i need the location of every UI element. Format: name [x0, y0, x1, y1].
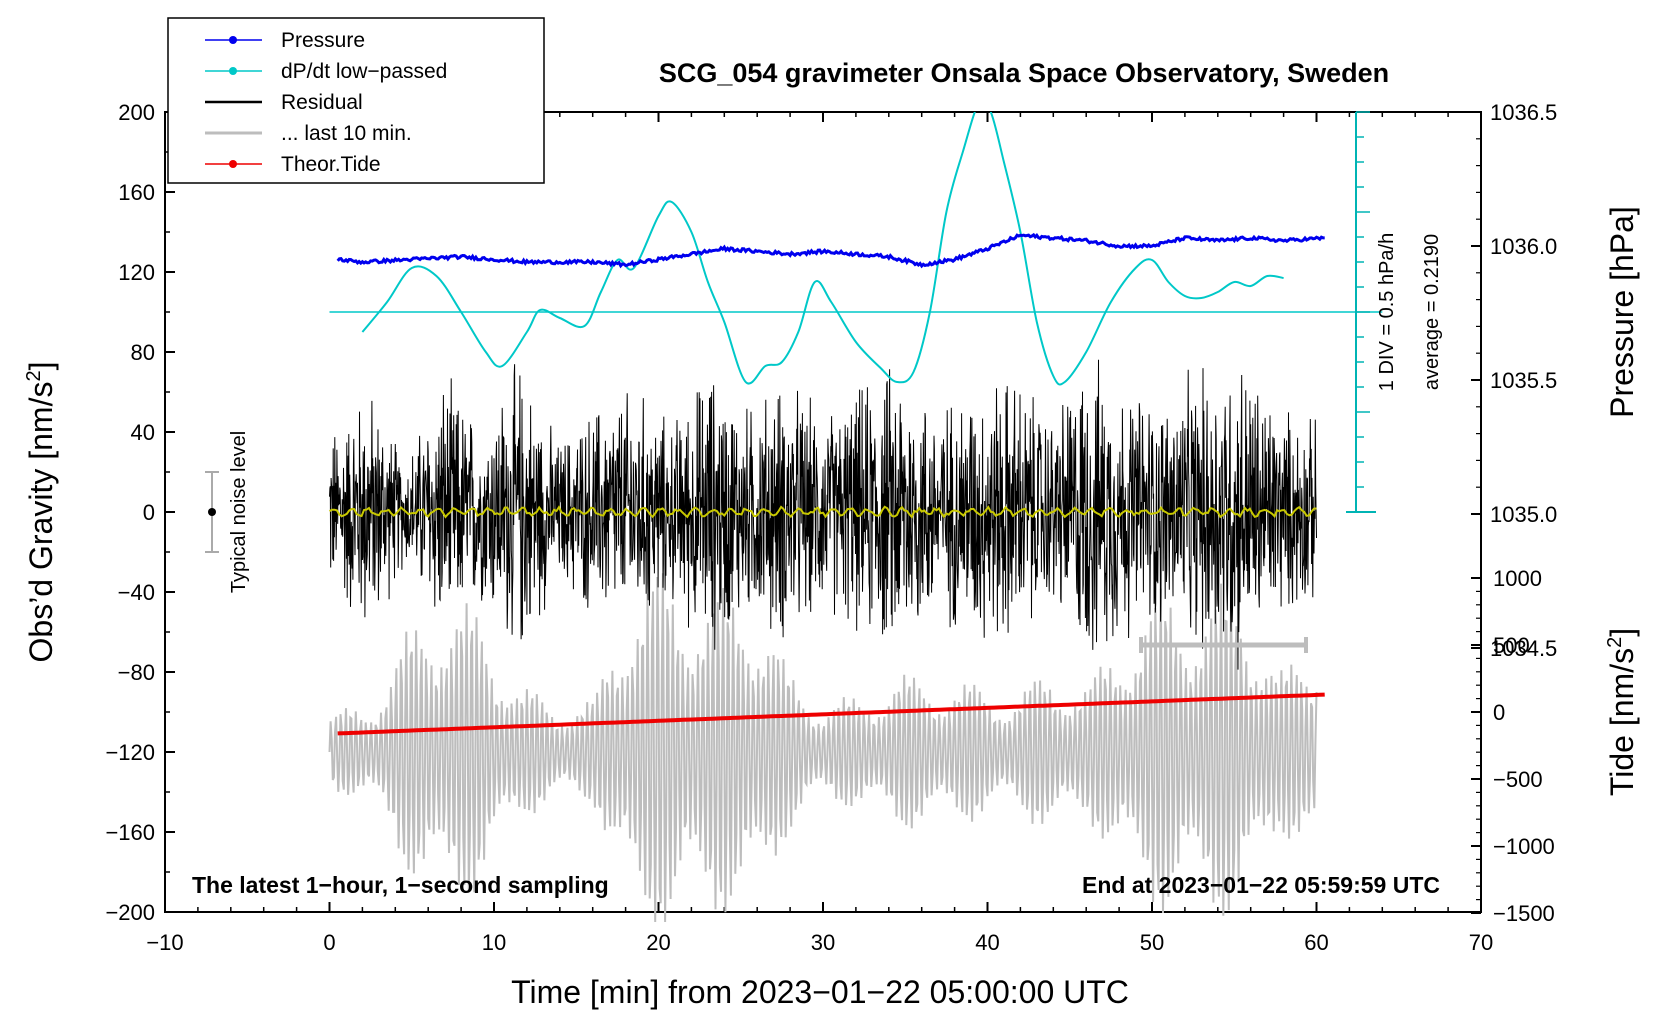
tide-axis-title: Tide [nm/s2]	[1604, 628, 1640, 796]
x-tick-label: 60	[1304, 930, 1328, 955]
pressure-series	[336, 232, 1325, 269]
x-tick-label: 70	[1469, 930, 1493, 955]
last-10-min-marker	[1139, 637, 1308, 653]
pressure-tick-label: 1035.0	[1490, 502, 1557, 527]
gravity-axis-title-sup: 2	[23, 370, 45, 381]
noise-level-label: Typical noise level	[228, 431, 250, 593]
pressure-tick-label: 1035.5	[1490, 368, 1557, 393]
dpdt-scale-ticks	[1346, 111, 1376, 513]
bottom-left-note: The latest 1−hour, 1−second sampling	[192, 872, 609, 898]
gravity-axis-title-main: Obs’d Gravity [nm/s	[23, 382, 59, 663]
gravity-axis-ticks: 200 160 120 80 40 0 −40 −80 −120 −160 −200	[105, 100, 175, 925]
legend-marker	[229, 67, 237, 75]
gravity-tick-label: 0	[143, 500, 155, 525]
smoothed-residual-series	[329, 505, 1317, 519]
gravity-tick-label: −120	[105, 740, 155, 765]
x-tick-label: 40	[975, 930, 999, 955]
x-tick-label: 50	[1140, 930, 1164, 955]
residual-series	[329, 359, 1317, 670]
dpdt-scale-avg-label: average = 0.2190	[1421, 234, 1443, 390]
tide-tick-label: 1000	[1493, 566, 1542, 591]
legend: Pressure dP/dt low−passed Residual ... last…	[167, 17, 545, 184]
gravity-tick-label: 160	[118, 180, 155, 205]
theoretical-tide-series	[337, 692, 1325, 736]
x-tick-label: 30	[811, 930, 835, 955]
gravity-tick-label: 200	[118, 100, 155, 125]
noise-level-indicator: Typical noise level	[205, 431, 250, 593]
gravity-tick-label: 80	[131, 340, 155, 365]
legend-label: Pressure	[281, 29, 365, 52]
legend-label: Residual	[281, 91, 363, 114]
gravity-tick-label: −80	[118, 660, 155, 685]
tide-axis-title-sup: 2	[1604, 637, 1626, 648]
legend-entries: Pressure dP/dt low−passed Residual ... last…	[205, 29, 447, 176]
x-tick-label: −10	[146, 930, 183, 955]
gravity-axis-title: Obs’d Gravity [nm/s2]	[23, 362, 59, 663]
x-tick-label: 10	[482, 930, 506, 955]
gravity-tick-label: 40	[131, 420, 155, 445]
tide-tick-label: −1000	[1493, 834, 1555, 859]
dpdt-scale-div-label: 1 DIV = 0.5 hPa/h	[1376, 233, 1398, 391]
pressure-axis-ticks: 1036.5 1036.0 1035.5 1035.0 1034.5	[1471, 100, 1557, 661]
gravity-tick-label: −40	[118, 580, 155, 605]
x-axis-title: Time [min] from 2023−01−22 05:00:00 UTC	[511, 974, 1129, 1010]
legend-label: ... last 10 min.	[281, 122, 412, 145]
tide-axis-title-main: Tide [nm/s	[1604, 648, 1640, 796]
pressure-tick-label: 1034.5	[1490, 636, 1557, 661]
tide-tick-label: −1500	[1493, 901, 1555, 926]
legend-marker	[229, 160, 237, 168]
gravity-axis-title-end: ]	[23, 362, 59, 371]
tide-tick-label: 500	[1493, 633, 1530, 658]
dpdt-scale-bar: 1 DIV = 0.5 hPa/h average = 0.2190	[1346, 111, 1443, 513]
dpdt-series	[361, 112, 1284, 386]
last-10-min-series	[328, 573, 1318, 923]
pressure-tick-label: 1036.5	[1490, 100, 1557, 125]
chart-title: SCG_054 gravimeter Onsala Space Observat…	[659, 58, 1389, 88]
tide-tick-label: 0	[1493, 700, 1505, 725]
pressure-tick-label: 1036.0	[1490, 234, 1557, 259]
x-tick-label: 0	[323, 930, 335, 955]
tide-tick-label: −500	[1493, 767, 1543, 792]
pressure-axis-title: Pressure [hPa]	[1604, 206, 1640, 418]
gravity-tick-label: 120	[118, 260, 155, 285]
gravity-tick-label: −200	[105, 900, 155, 925]
tide-axis-ticks: 1000 500 0 −500 −1000 −1500	[1471, 566, 1555, 926]
legend-label: dP/dt low−passed	[281, 60, 447, 83]
legend-marker	[229, 36, 237, 44]
x-tick-label: 20	[646, 930, 670, 955]
tide-axis-title-end: ]	[1604, 628, 1640, 637]
legend-box	[167, 17, 545, 184]
x-axis-ticks: −10 0 10 20 30 40 50 60 70	[146, 112, 1493, 955]
noise-level-dot	[208, 508, 216, 516]
bottom-right-note: End at 2023−01−22 05:59:59 UTC	[1082, 872, 1440, 898]
legend-label: Theor.Tide	[281, 153, 381, 176]
series-layer	[328, 112, 1383, 923]
gravity-tick-label: −160	[105, 820, 155, 845]
